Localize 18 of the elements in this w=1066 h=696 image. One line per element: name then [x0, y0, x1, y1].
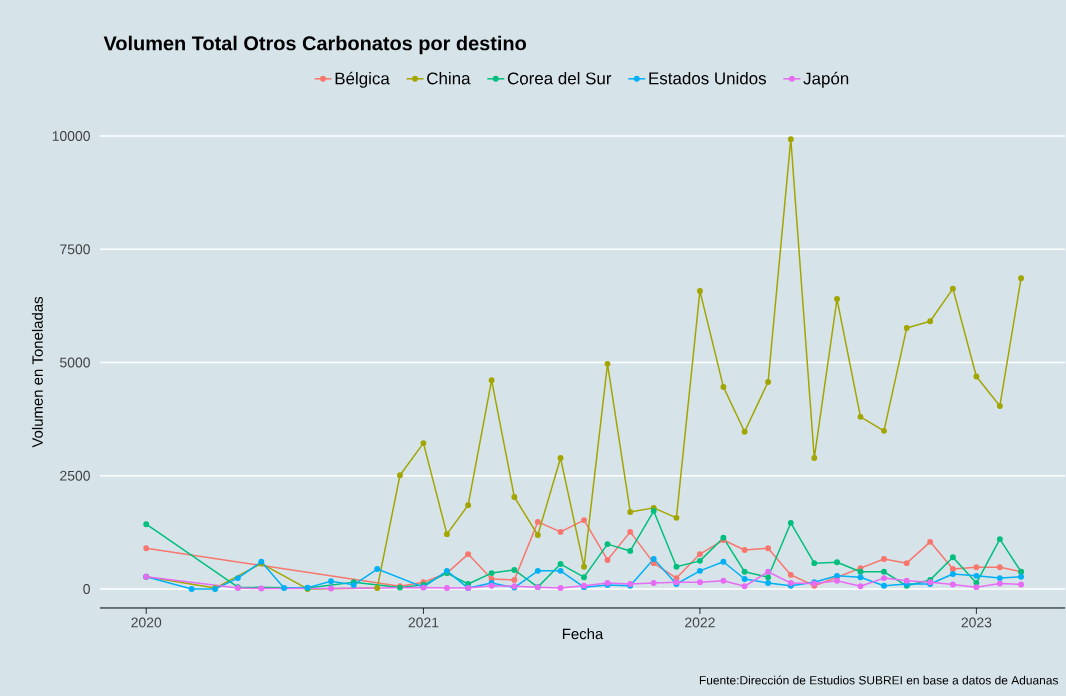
chart-title: Volumen Total Otros Carbonatos por destino: [103, 35, 526, 55]
y-axis-title: Volumen en Toneladas: [31, 296, 43, 448]
x-axis-title: Fecha: [562, 628, 604, 640]
y-tick-label: 10000: [52, 131, 90, 141]
source-note: Fuente:Dirección de Estudios SUBREI en base a datos de Aduanas: [699, 675, 1058, 685]
x-tick-label: 2021: [408, 617, 439, 628]
x-tick-label: 2023: [961, 617, 992, 628]
legend-label: Bélgica: [335, 71, 390, 88]
legend-label: Estados Unidos: [649, 71, 766, 85]
legend-label: Corea del Sur: [507, 71, 612, 85]
x-tick-label: 2022: [685, 617, 715, 628]
legend-label: Japón: [803, 71, 849, 88]
y-tick-label: 2500: [60, 470, 90, 481]
y-tick-label: 5000: [60, 357, 90, 368]
y-tick-label: 7500: [60, 244, 90, 255]
y-tick-label: 0: [83, 584, 90, 594]
legend-label: China: [427, 71, 471, 85]
x-tick-label: 2020: [131, 617, 162, 628]
